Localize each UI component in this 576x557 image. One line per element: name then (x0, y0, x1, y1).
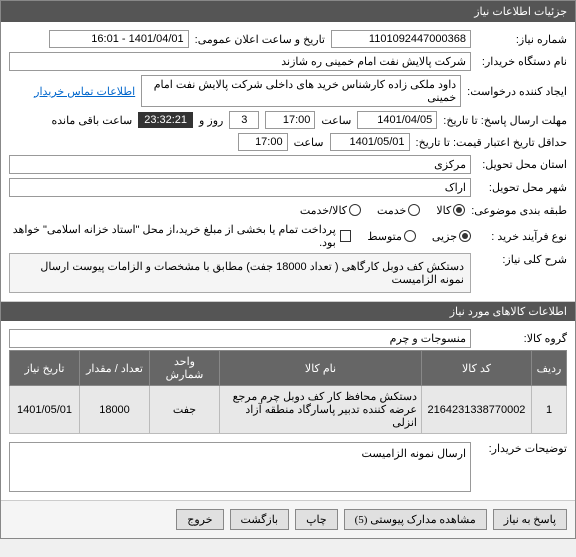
request-number-field: 1101092447000368 (331, 30, 471, 48)
saat-label-1: ساعت (321, 114, 351, 127)
reply-button[interactable]: پاسخ به نیاز (493, 509, 567, 530)
category-radio-group: کالا خدمت کالا/خدمت (288, 204, 465, 217)
th-name: نام کالا (220, 351, 422, 386)
deadline-label: مهلت ارسال پاسخ: تا تاریخ: (443, 114, 567, 127)
table-header-row: ردیف کد کالا نام کالا واحد شمارش تعداد /… (10, 351, 567, 386)
th-date: تاریخ نیاز (10, 351, 80, 386)
radio-goods-circle (453, 204, 465, 216)
notes-label: توضیحات خریدار: (477, 442, 567, 455)
creator-field: داود ملکی زاده کارشناس خرید های داخلی شر… (141, 75, 461, 107)
radio-goods-label: کالا (436, 204, 451, 217)
radio-minor[interactable]: جزیی (432, 230, 471, 243)
buttons-row: پاسخ به نیاز مشاهده مدارک پیوستی (5) چاپ… (1, 501, 575, 538)
announce-date-field: 1401/04/01 - 16:01 (49, 30, 189, 48)
attachments-button[interactable]: مشاهده مدارک پیوستی (5) (344, 509, 487, 530)
deadline-date-field: 1401/04/05 (357, 111, 437, 129)
org-field: شرکت پالایش نفت امام خمینی ره شازند (9, 52, 471, 71)
panel-header: جزئیات اطلاعات نیاز (1, 1, 575, 22)
td-code: 2164231338770002 (422, 386, 532, 434)
announce-date-label: تاریخ و ساعت اعلان عمومی: (195, 33, 325, 46)
th-unit: واحد شمارش (150, 351, 220, 386)
close-button[interactable]: خروج (176, 509, 223, 530)
goods-section-title: اطلاعات کالاهای مورد نیاز (1, 302, 575, 321)
panel-title: جزئیات اطلاعات نیاز (474, 6, 567, 18)
print-button[interactable]: چاپ (295, 509, 338, 530)
countdown-timer: 23:32:21 (138, 112, 193, 128)
radio-medium-circle (404, 230, 416, 242)
radio-medium[interactable]: متوسط (367, 230, 416, 243)
td-qty: 18000 (80, 386, 150, 434)
min-validity-date-field: 1401/05/01 (330, 133, 410, 151)
radio-medium-label: متوسط (367, 230, 402, 243)
province-label: استان محل تحویل: (477, 158, 567, 171)
min-validity-label: حداقل تاریخ اعتبار قیمت: تا تاریخ: (416, 136, 567, 149)
group-field: منسوجات و چرم (9, 329, 471, 348)
province-field: مرکزی (9, 155, 471, 174)
days-field: 3 (229, 111, 259, 129)
th-qty: تعداد / مقدار (80, 351, 150, 386)
radio-goods-service[interactable]: کالا/خدمت (300, 204, 361, 217)
radio-minor-circle (459, 230, 471, 242)
payment-checkbox[interactable] (340, 230, 352, 242)
payment-note: پرداخت تمام یا بخشی از مبلغ خرید،از محل … (9, 223, 336, 249)
td-name: دستکش محافظ کار کف دوبل چرم مرجع عرضه کن… (220, 386, 422, 434)
days-label: روز و (199, 114, 223, 127)
deadline-time-field: 17:00 (265, 111, 315, 129)
request-number-label: شماره نیاز: (477, 33, 567, 46)
category-label: طبقه بندی موضوعی: (471, 204, 567, 217)
city-label: شهر محل تحویل: (477, 181, 567, 194)
saat-label-2: ساعت (294, 136, 324, 149)
details-section: شماره نیاز: 1101092447000368 تاریخ و ساع… (1, 22, 575, 302)
td-unit: جفت (150, 386, 220, 434)
main-panel: جزئیات اطلاعات نیاز شماره نیاز: 11010924… (0, 0, 576, 539)
remain-label: ساعت باقی مانده (51, 114, 132, 127)
creator-label: ایجاد کننده درخواست: (467, 85, 567, 98)
notes-box: ارسال نمونه الزامیست (9, 442, 471, 492)
description-box: دستکش کف دوبل کارگاهی ( تعداد 18000 جفت)… (9, 253, 471, 293)
td-date: 1401/05/01 (10, 386, 80, 434)
td-row: 1 (532, 386, 567, 434)
goods-table: ردیف کد کالا نام کالا واحد شمارش تعداد /… (9, 350, 567, 434)
description-label: شرح کلی نیاز: (477, 253, 567, 266)
radio-goods[interactable]: کالا (436, 204, 465, 217)
th-code: کد کالا (422, 351, 532, 386)
table-row[interactable]: 1 2164231338770002 دستکش محافظ کار کف دو… (10, 386, 567, 434)
min-validity-time-field: 17:00 (238, 133, 288, 151)
back-button[interactable]: بازگشت (230, 509, 290, 530)
th-row: ردیف (532, 351, 567, 386)
radio-service-label: خدمت (377, 204, 406, 217)
city-field: اراک (9, 178, 471, 197)
radio-service[interactable]: خدمت (377, 204, 420, 217)
goods-section: گروه کالا: منسوجات و چرم ردیف کد کالا نا… (1, 321, 575, 501)
radio-goods-service-circle (349, 204, 361, 216)
contact-link[interactable]: اطلاعات تماس خریدار (34, 85, 135, 98)
radio-minor-label: جزیی (432, 230, 457, 243)
org-label: نام دستگاه خریدار: (477, 55, 567, 68)
process-radio-group: جزیی متوسط پرداخت تمام یا بخشی از مبلغ خ… (9, 223, 471, 249)
radio-service-circle (408, 204, 420, 216)
process-label: نوع فرآیند خرید : (477, 230, 567, 243)
group-label: گروه کالا: (477, 332, 567, 345)
radio-goods-service-label: کالا/خدمت (300, 204, 347, 217)
